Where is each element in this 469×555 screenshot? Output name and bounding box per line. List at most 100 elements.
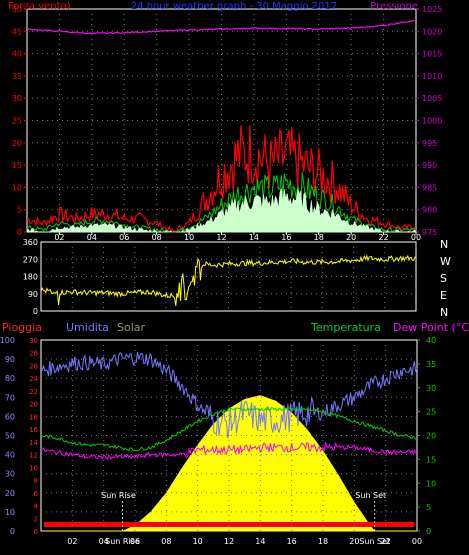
wind-series: [26, 20, 417, 234]
rain-tick-label: 10: [29, 464, 38, 472]
direction-series: [40, 254, 417, 306]
solar-label: Solar: [117, 321, 146, 334]
rain-tick-label: 22: [29, 388, 38, 396]
wind-left-tick-label: 45: [12, 27, 22, 36]
humidity-tick-label: 90: [5, 355, 15, 364]
temperature-tick-label: 20: [426, 432, 436, 441]
wind-speed-series: [26, 188, 417, 233]
humidity-tick-label: 40: [5, 451, 15, 460]
pressure-tick-label: 990: [422, 161, 437, 170]
sun-rise-axis-label: Sun Rise: [105, 537, 140, 546]
climate-x-tick-label: 06: [130, 537, 140, 546]
rain-tick-label: 2: [34, 515, 38, 523]
temperature-tick-label: 30: [426, 384, 436, 393]
compass-letter: W: [440, 255, 451, 268]
rain-tick-label: 28: [29, 350, 38, 358]
humidity-series: [40, 351, 418, 439]
climate-x-tick-label: 18: [318, 537, 328, 546]
climate-x-tick-label: 12: [224, 537, 234, 546]
wind-x-tick-label: 02: [54, 233, 64, 242]
compass-letter: N: [440, 238, 448, 251]
rain-tick-label: 0: [34, 528, 38, 536]
temperature-tick-label: 5: [426, 503, 431, 512]
wind-x-tick-label: 18: [314, 233, 324, 242]
direction-axes: 360 270 180 90 0: [23, 238, 38, 316]
wind-x-tick-label: 14: [249, 233, 259, 242]
wind-x-tick-label: 20: [346, 233, 356, 242]
wind-left-tick-label: 25: [12, 117, 22, 126]
temperature-tick-label: 10: [426, 479, 436, 488]
sun-set-label: Sun Set: [355, 491, 386, 500]
climate-x-tick-label: 22: [381, 537, 391, 546]
wind-left-tick-label: 15: [12, 161, 22, 170]
humidity-tick-label: 80: [5, 374, 15, 383]
dew-point-label: Dew Point (°C): [393, 321, 469, 334]
wind-x-tick-label: 08: [152, 233, 162, 242]
humidity-tick-label: 50: [5, 432, 15, 441]
pressure-series: [26, 20, 417, 35]
temperature-label: Temperatura: [310, 321, 381, 334]
rain-tick-label: 6: [34, 490, 39, 498]
wind-left-tick-label: 0: [17, 228, 22, 237]
rain-tick-label: 4: [34, 503, 39, 511]
rain-tick-label: 14: [29, 439, 38, 447]
wind-force-label: Forza vento): [8, 1, 71, 12]
wind-left-tick-label: 35: [12, 72, 22, 81]
climate-axes: 1009080706050403020100302826242220181614…: [0, 336, 436, 546]
climate-line-series: [40, 351, 418, 461]
temperature-tick-label: 15: [426, 455, 436, 464]
rain-tick-label: 12: [29, 452, 38, 460]
rain-tick-label: 30: [29, 337, 38, 345]
climate-x-tick-label: 04: [99, 537, 109, 546]
direction-tick-label: 0: [33, 307, 38, 316]
rain-tick-label: 8: [34, 477, 38, 485]
compass-letter: E: [440, 289, 447, 302]
direction-tick-label: 180: [23, 273, 38, 282]
wind-average-series: [26, 172, 417, 233]
wind-x-tick-label: 00: [411, 233, 421, 242]
temperature-tick-label: 25: [426, 408, 436, 417]
rain-tick-label: 16: [29, 426, 38, 434]
climate-grid: [41, 340, 417, 531]
temperature-tick-label: 35: [426, 360, 436, 369]
humidity-tick-label: 0: [10, 527, 15, 536]
wind-gust-series: [26, 125, 417, 234]
pressure-tick-label: 980: [422, 206, 437, 215]
pressure-tick-label: 1010: [422, 72, 442, 81]
direction-tick-label: 360: [23, 238, 38, 247]
rain-label: Pioggia: [2, 321, 42, 334]
rain-tick-label: 20: [29, 401, 38, 409]
sun-set-axis-label: Sun Set: [359, 537, 390, 546]
pressure-tick-label: 975: [422, 228, 437, 237]
pressure-tick-label: 1020: [422, 27, 442, 36]
pressure-tick-label: 1015: [422, 50, 442, 59]
rain-tick-label: 26: [29, 362, 38, 370]
wind-x-tick-label: 12: [216, 233, 226, 242]
climate-x-tick-label: 08: [161, 537, 171, 546]
climate-x-tick-label: 14: [255, 537, 265, 546]
wind-left-tick-label: 20: [12, 139, 22, 148]
rain-tick-label: 24: [29, 375, 38, 383]
wind-x-tick-label: 06: [119, 233, 129, 242]
pressure-label: Pressione: [370, 1, 418, 12]
pressure-tick-label: 1000: [422, 117, 442, 126]
sun-annotations: Sun Rise Sun Rise Sun Set Sun Set: [101, 491, 390, 546]
sun-rise-label: Sun Rise: [101, 491, 136, 500]
pressure-tick-label: 1025: [422, 5, 442, 14]
climate-x-tick-label: 20: [349, 537, 359, 546]
dew-point-series: [40, 441, 418, 461]
humidity-tick-label: 20: [5, 489, 15, 498]
wind-axes: 5045403530252015105010251020101510101005…: [12, 5, 443, 242]
wind-left-tick-label: 5: [17, 206, 22, 215]
wind-direction-series: [40, 254, 417, 306]
rain-series: [44, 522, 414, 527]
wind-left-tick-label: 10: [12, 183, 22, 192]
wind-x-tick-label: 10: [184, 233, 194, 242]
climate-x-tick-label: 00: [412, 537, 422, 546]
pressure-tick-label: 995: [422, 139, 437, 148]
temperature-tick-label: 0: [426, 527, 431, 536]
direction-plot-frame: [40, 241, 417, 312]
